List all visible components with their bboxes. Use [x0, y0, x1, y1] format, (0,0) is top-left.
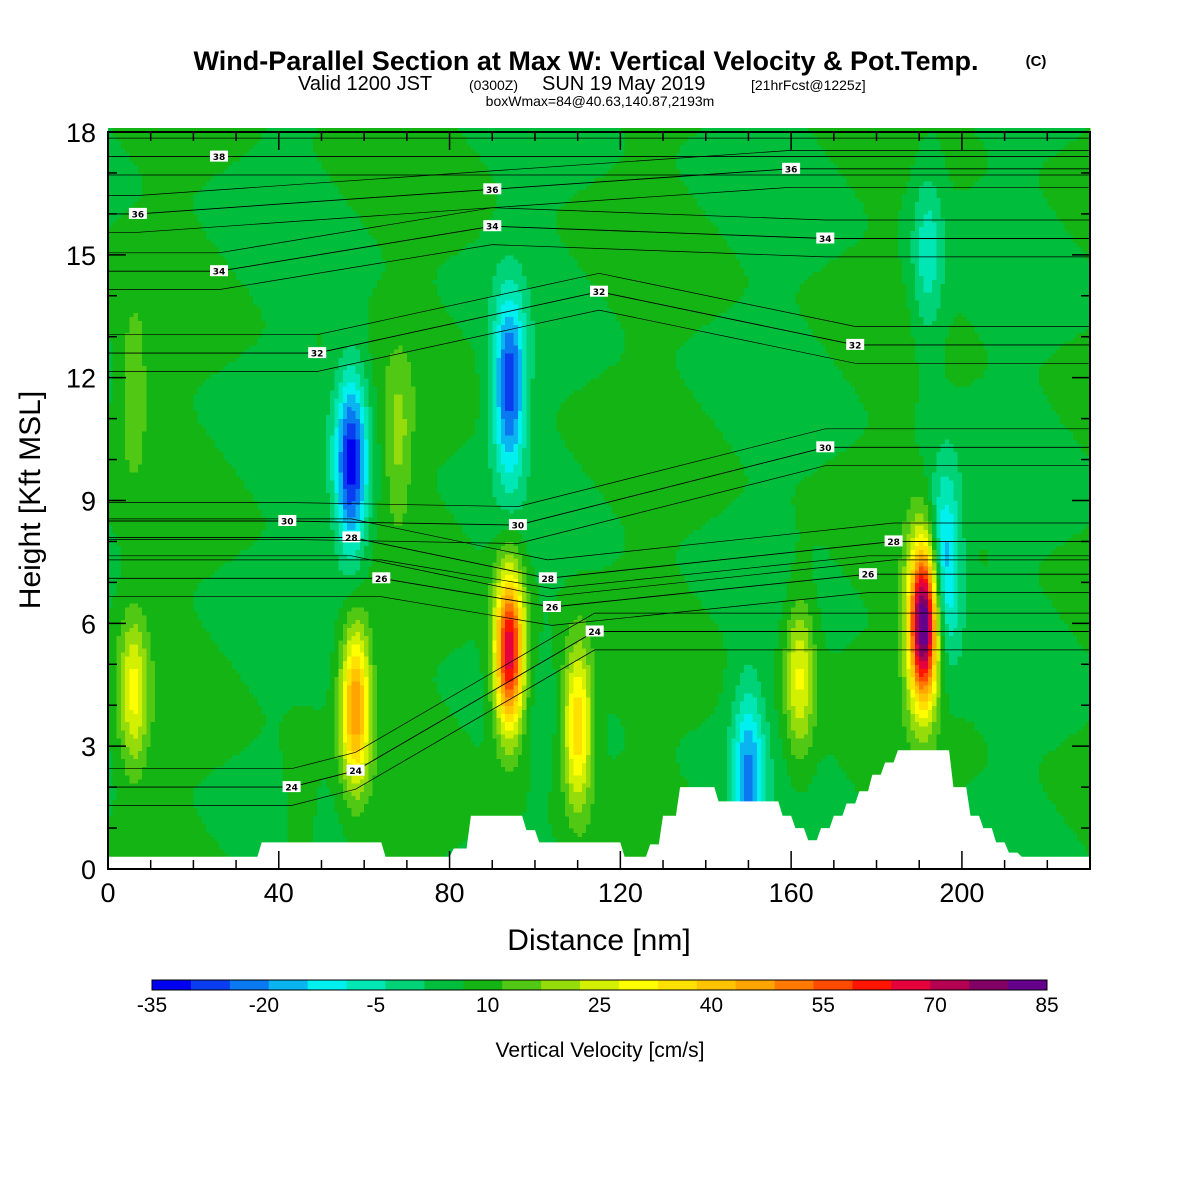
y-tick-label: 15 [66, 241, 96, 271]
colorbar-tick-label: -20 [249, 994, 279, 1017]
theta-contour-label: 32 [849, 341, 862, 351]
x-axis-label: Distance [nm] [507, 924, 690, 957]
colorbar-swatch [269, 980, 308, 990]
x-tick-label: 200 [939, 878, 984, 908]
colorbar-swatch [736, 980, 775, 990]
theta-contour-label: 30 [281, 518, 294, 528]
theta-contour-label: 24 [588, 628, 601, 638]
theta-contour-label: 36 [132, 210, 145, 220]
theta-contour-label: 32 [593, 288, 606, 298]
y-tick-label: 0 [81, 855, 96, 885]
copyright-mark: (C) [1026, 53, 1047, 70]
theta-contour-label: 24 [349, 767, 362, 777]
colorbar-tick-label: -5 [366, 994, 385, 1017]
theta-contour-label: 36 [486, 186, 499, 196]
valid-text-a: Valid 1200 JST [298, 73, 432, 95]
colorbar-swatch [347, 980, 386, 990]
colorbar-label: Vertical Velocity [cm/s] [496, 1039, 705, 1062]
colorbar-swatch [775, 980, 814, 990]
colorbar-swatch [385, 980, 424, 990]
colorbar-swatch [152, 980, 191, 990]
colorbar-swatch [230, 980, 269, 990]
colorbar: -35 -20 -5 10 25 40 55 70 85 [137, 980, 1059, 1017]
colorbar-tick-label: -35 [137, 994, 167, 1017]
theta-contour-label: 38 [213, 153, 226, 163]
theta-contour-label: 26 [375, 575, 388, 585]
theta-contour-label: 36 [785, 165, 798, 175]
valid-text-b: (0300Z) [469, 77, 518, 93]
colorbar-swatch [463, 980, 502, 990]
theta-contour-label: 28 [345, 534, 358, 544]
y-tick-label: 18 [66, 118, 96, 148]
colorbar-swatch [697, 980, 736, 990]
valid-text-d: [21hrFcst@1225z] [751, 77, 866, 93]
colorbar-swatch [891, 980, 930, 990]
theta-contour-label: 34 [486, 223, 499, 233]
y-tick-label: 12 [66, 364, 96, 394]
x-tick-label: 0 [100, 878, 115, 908]
y-tick-label: 9 [81, 487, 96, 517]
x-tick-label: 160 [769, 878, 814, 908]
box-wmax-text: boxWmax=84@40.63,140.87,2193m [486, 93, 715, 109]
colorbar-tick-label: 55 [812, 994, 835, 1017]
theta-contour-label: 26 [862, 571, 875, 581]
colorbar-swatch [308, 980, 347, 990]
chart-title: Wind-Parallel Section at Max W: Vertical… [194, 46, 979, 76]
colorbar-swatch [191, 980, 230, 990]
colorbar-swatch [658, 980, 697, 990]
colorbar-swatch [619, 980, 658, 990]
x-tick-label: 40 [264, 878, 294, 908]
theta-contour-label: 30 [512, 522, 525, 532]
theta-contour-label: 24 [285, 784, 298, 794]
colorbar-swatch [930, 980, 969, 990]
y-tick-label: 6 [81, 609, 96, 639]
y-axis-label: Height [Kft MSL] [14, 391, 47, 609]
colorbar-swatch [969, 980, 1008, 990]
colorbar-swatch [502, 980, 541, 990]
colorbar-tick-label: 10 [476, 994, 499, 1017]
theta-contour-label: 28 [542, 575, 555, 585]
theta-contour-label: 30 [819, 444, 832, 454]
colorbar-tick-label: 70 [923, 994, 946, 1017]
theta-contour-label: 32 [311, 350, 324, 360]
theta-contour-label: 26 [546, 604, 559, 614]
colorbar-swatch [852, 980, 891, 990]
x-tick-label: 120 [598, 878, 643, 908]
colorbar-tick-label: 25 [588, 994, 611, 1017]
colorbar-swatch [541, 980, 580, 990]
theta-contour-label: 34 [213, 268, 226, 278]
x-tick-label: 80 [435, 878, 465, 908]
y-tick-label: 3 [81, 732, 96, 762]
colorbar-swatch [424, 980, 463, 990]
colorbar-swatch [1008, 980, 1047, 990]
colorbar-swatch [814, 980, 853, 990]
theta-contour-label: 34 [819, 235, 832, 245]
colorbar-tick-label: 40 [700, 994, 723, 1017]
colorbar-tick-label: 85 [1035, 994, 1058, 1017]
theta-contour-label: 28 [887, 538, 900, 548]
valid-text-c: SUN 19 May 2019 [542, 73, 705, 95]
colorbar-swatch [580, 980, 619, 990]
